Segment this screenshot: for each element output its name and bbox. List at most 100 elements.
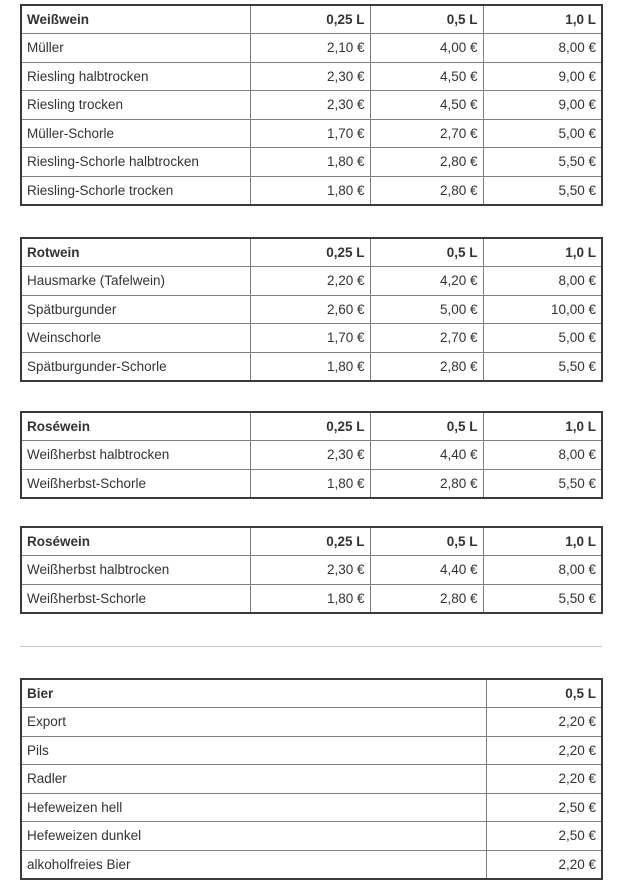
drink-name: Radler [20,764,487,794]
price-cell: 5,50 € [482,175,603,205]
table-rosewein-2: Roséwein 0,25 L 0,5 L 1,0 L Weißherbst halbt… [20,526,603,614]
table-row: Weißherbst-Schorle 1,80 €2,80 €5,50 € [20,583,603,613]
table-row: Hefeweizen dunkel 2,50 € [20,821,603,851]
category-title: Weißwein [20,4,251,34]
size-header: 0,5 L [369,411,484,441]
price-cell: 8,00 € [482,555,603,585]
table-row: Weißherbst halbtrocken 2,30 €4,40 €8,00 € [20,440,603,470]
drink-name: Hefeweizen dunkel [20,821,487,851]
price-cell: 1,80 € [249,351,371,381]
price-cell: 2,30 € [249,90,371,120]
size-header: 0,25 L [249,4,371,34]
price-cell: 2,30 € [249,61,371,91]
price-cell: 2,30 € [249,440,371,470]
table-row: Riesling halbtrocken 2,30 €4,50 €9,00 € [20,61,603,91]
drink-name: Müller [20,33,251,63]
size-header: 0,5 L [369,526,484,556]
drink-name: Riesling halbtrocken [20,61,251,91]
price-cell: 5,50 € [482,468,603,498]
price-cell: 1,70 € [249,323,371,353]
category-title: Roséwein [20,526,251,556]
table-row: Hausmarke (Tafelwein) 2,20 €4,20 €8,00 € [20,266,603,296]
price-cell: 2,70 € [369,118,484,148]
price-cell: 1,80 € [249,583,371,613]
price-cell: 8,00 € [482,266,603,296]
price-cell: 2,20 € [485,735,603,765]
price-cell: 2,80 € [369,351,484,381]
price-cell: 4,20 € [369,266,484,296]
table-weisswein: Weißwein 0,25 L 0,5 L 1,0 L Müller 2,10 €4,00… [20,4,603,206]
size-header: 1,0 L [482,237,603,267]
table-row: alkoholfreies Bier 2,20 € [20,849,603,879]
category-title: Rotwein [20,237,251,267]
price-cell: 2,20 € [485,849,603,879]
table-row: Riesling trocken 2,30 €4,50 €9,00 € [20,90,603,120]
table-header-row: Weißwein 0,25 L 0,5 L 1,0 L [20,4,603,34]
table-row: Müller-Schorle 1,70 €2,70 €5,00 € [20,118,603,148]
table-rosewein: Roséwein 0,25 L 0,5 L 1,0 L Weißherbst halbt… [20,411,603,499]
divider [20,646,602,647]
price-cell: 9,00 € [482,90,603,120]
table-header-row: Rotwein 0,25 L 0,5 L 1,0 L [20,237,603,267]
table-header-row: Roséwein 0,25 L 0,5 L 1,0 L [20,526,603,556]
drink-name: Hefeweizen hell [20,792,487,822]
size-header: 0,5 L [369,237,484,267]
price-cell: 5,50 € [482,351,603,381]
table-row: Müller 2,10 €4,00 €8,00 € [20,33,603,63]
price-cell: 5,50 € [482,147,603,177]
price-cell: 2,70 € [369,323,484,353]
price-cell: 9,00 € [482,61,603,91]
table-row: Export 2,20 € [20,707,603,737]
drink-name: Pils [20,735,487,765]
size-header: 1,0 L [482,526,603,556]
table-bier: Bier 0,5 L Export 2,20 € Pils 2,20 € Radler 2,2… [20,678,603,880]
size-header: 0,5 L [485,678,603,708]
price-cell: 2,60 € [249,294,371,324]
size-header: 0,25 L [249,237,371,267]
table-row: Riesling-Schorle trocken 1,80 €2,80 €5,50… [20,175,603,205]
drink-name: Hausmarke (Tafelwein) [20,266,251,296]
price-cell: 1,80 € [249,468,371,498]
price-cell: 2,50 € [485,821,603,851]
table-header-row: Bier 0,5 L [20,678,603,708]
price-cell: 2,20 € [249,266,371,296]
size-header: 1,0 L [482,411,603,441]
price-table: Weißwein 0,25 L 0,5 L 1,0 L Müller 2,10 €4,00… [20,4,603,206]
price-cell: 4,50 € [369,61,484,91]
size-header: 0,25 L [249,411,371,441]
price-cell: 2,20 € [485,764,603,794]
table-row: Weinschorle 1,70 €2,70 €5,00 € [20,323,603,353]
category-title: Roséwein [20,411,251,441]
price-cell: 5,00 € [482,118,603,148]
price-cell: 1,80 € [249,175,371,205]
price-cell: 8,00 € [482,33,603,63]
price-cell: 4,40 € [369,440,484,470]
table-row: Radler 2,20 € [20,764,603,794]
size-header: 1,0 L [482,4,603,34]
price-cell: 2,20 € [485,707,603,737]
price-cell: 4,50 € [369,90,484,120]
price-cell: 10,00 € [482,294,603,324]
table-row: Spätburgunder-Schorle 1,80 €2,80 €5,50 € [20,351,603,381]
drink-name: Riesling-Schorle trocken [20,175,251,205]
price-cell: 2,80 € [369,175,484,205]
drink-name: Müller-Schorle [20,118,251,148]
drink-name: Spätburgunder-Schorle [20,351,251,381]
drink-name: Riesling-Schorle halbtrocken [20,147,251,177]
size-header: 0,5 L [369,4,484,34]
price-table: Bier 0,5 L Export 2,20 € Pils 2,20 € Radler 2,2… [20,678,603,880]
drink-name: Riesling trocken [20,90,251,120]
drink-name: Weißherbst-Schorle [20,583,251,613]
table-rotwein: Rotwein 0,25 L 0,5 L 1,0 L Hausmarke (Tafelw… [20,237,603,382]
price-table: Roséwein 0,25 L 0,5 L 1,0 L Weißherbst halbt… [20,411,603,499]
table-row: Riesling-Schorle halbtrocken 1,80 €2,80 €… [20,147,603,177]
table-header-row: Roséwein 0,25 L 0,5 L 1,0 L [20,411,603,441]
drink-name: Weißherbst halbtrocken [20,440,251,470]
drink-name: Weißherbst-Schorle [20,468,251,498]
price-cell: 1,70 € [249,118,371,148]
price-cell: 5,00 € [482,323,603,353]
table-row: Spätburgunder 2,60 €5,00 €10,00 € [20,294,603,324]
price-table: Rotwein 0,25 L 0,5 L 1,0 L Hausmarke (Tafelw… [20,237,603,382]
table-row: Weißherbst-Schorle 1,80 €2,80 €5,50 € [20,468,603,498]
drink-name: Weißherbst halbtrocken [20,555,251,585]
